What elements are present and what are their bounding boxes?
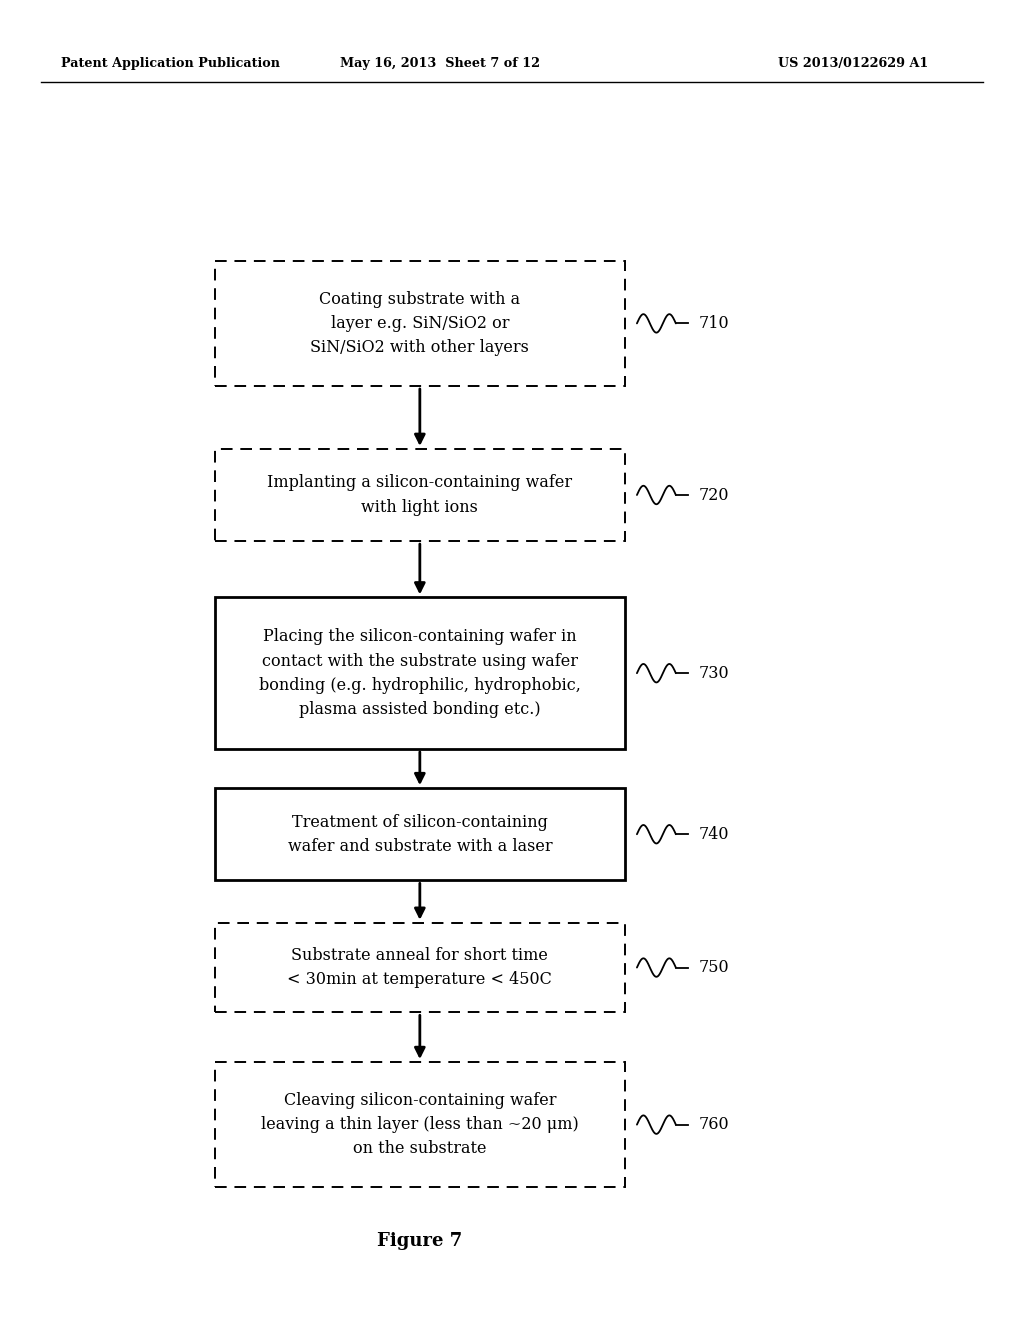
Text: 730: 730 xyxy=(698,665,729,681)
Bar xyxy=(215,1061,625,1188)
Bar xyxy=(215,261,625,385)
Text: 750: 750 xyxy=(698,960,729,975)
Text: 760: 760 xyxy=(698,1117,729,1133)
Bar xyxy=(215,449,625,541)
Bar xyxy=(215,923,625,1012)
Text: Cleaving silicon-containing wafer
leaving a thin layer (less than ~20 μm)
on the: Cleaving silicon-containing wafer leavin… xyxy=(261,1092,579,1158)
Text: Placing the silicon-containing wafer in
contact with the substrate using wafer
b: Placing the silicon-containing wafer in … xyxy=(259,628,581,718)
Text: Substrate anneal for short time
< 30min at temperature < 450C: Substrate anneal for short time < 30min … xyxy=(288,946,552,989)
Text: US 2013/0122629 A1: US 2013/0122629 A1 xyxy=(778,57,929,70)
Text: Coating substrate with a
layer e.g. SiN/SiO2 or
SiN/SiO2 with other layers: Coating substrate with a layer e.g. SiN/… xyxy=(310,290,529,356)
Bar xyxy=(215,788,625,880)
Text: Implanting a silicon-containing wafer
with light ions: Implanting a silicon-containing wafer wi… xyxy=(267,474,572,516)
Text: Treatment of silicon-containing
wafer and substrate with a laser: Treatment of silicon-containing wafer an… xyxy=(288,813,552,855)
Text: 720: 720 xyxy=(698,487,729,503)
Bar xyxy=(215,597,625,750)
Text: 710: 710 xyxy=(698,315,729,331)
Text: 740: 740 xyxy=(698,826,729,842)
Text: Patent Application Publication: Patent Application Publication xyxy=(61,57,281,70)
Text: May 16, 2013  Sheet 7 of 12: May 16, 2013 Sheet 7 of 12 xyxy=(340,57,541,70)
Text: Figure 7: Figure 7 xyxy=(377,1232,463,1250)
